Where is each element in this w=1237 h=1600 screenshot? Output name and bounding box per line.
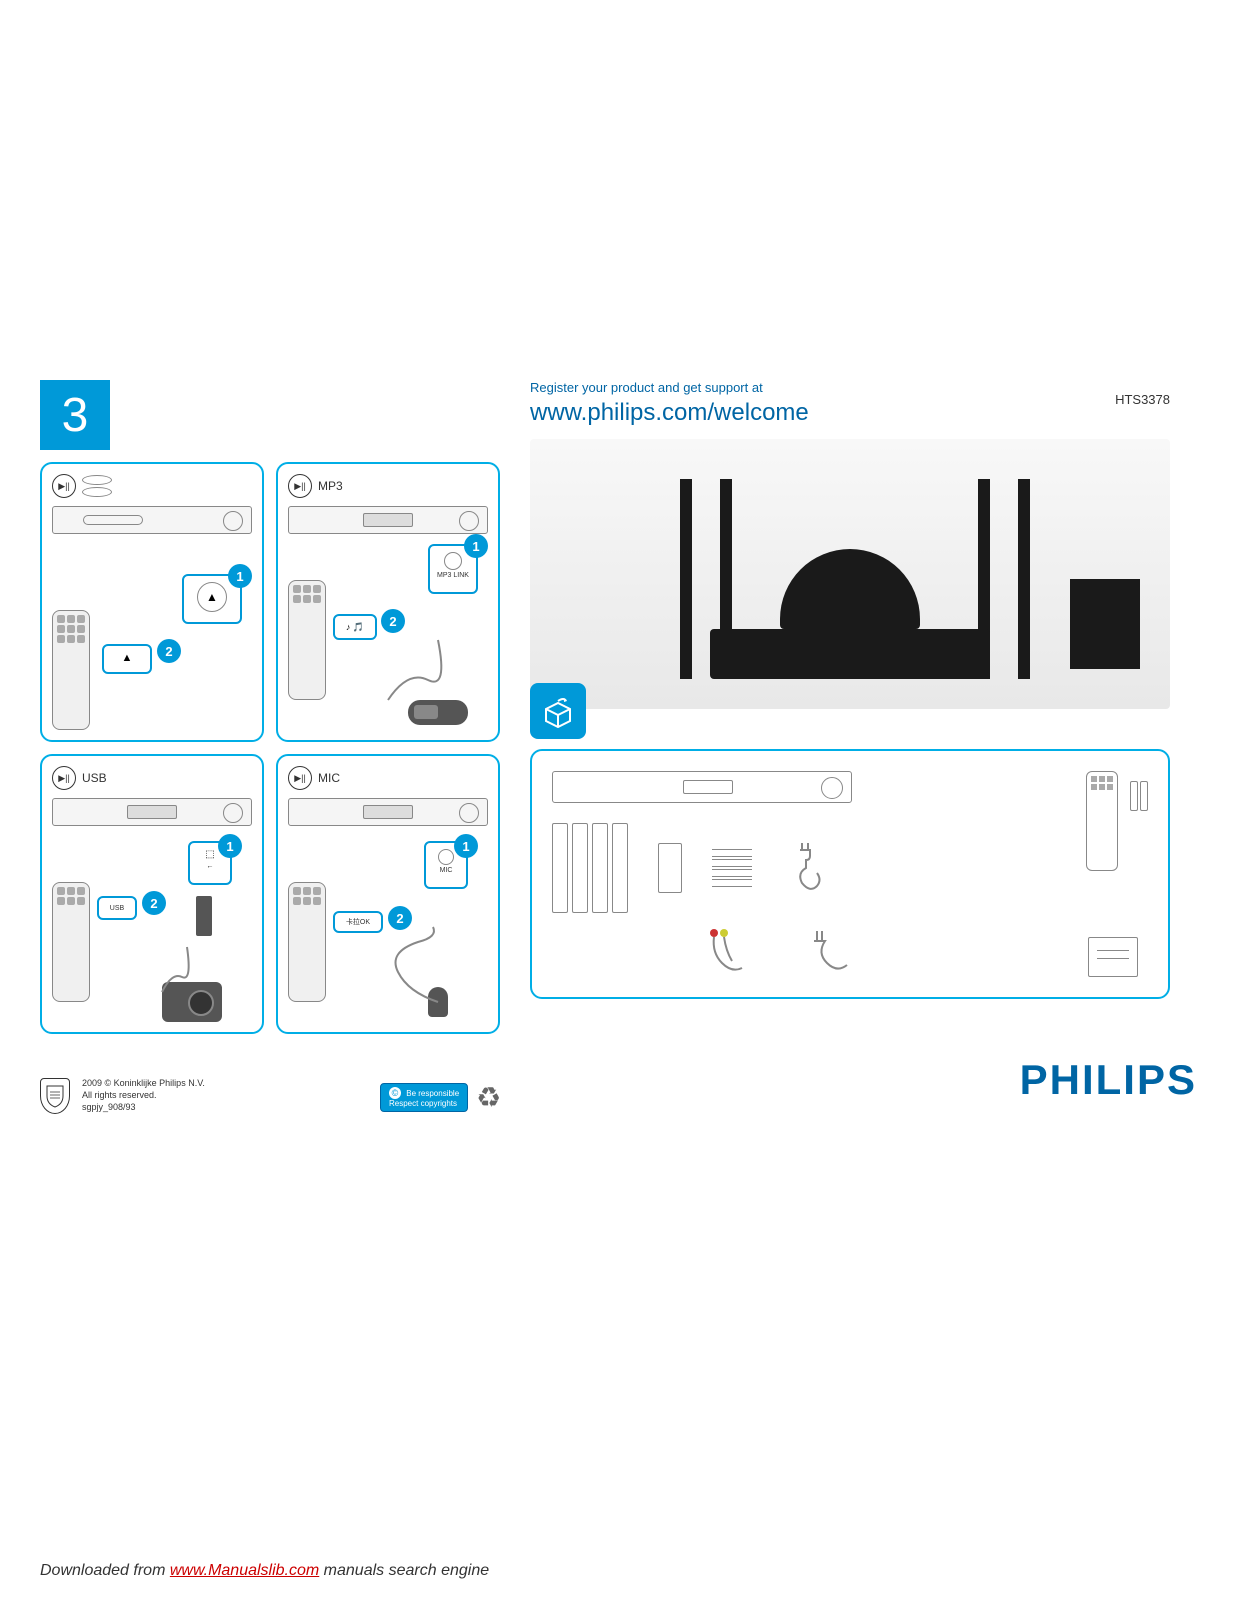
copyright-text: 2009 © Koninklijke Philips N.V. All righ… — [82, 1078, 205, 1113]
copyright-line2: All rights reserved. — [82, 1090, 205, 1102]
callout-mic-text: MIC — [432, 867, 460, 874]
batteries-outline — [1130, 781, 1148, 811]
speaker-tower-icon — [1018, 479, 1030, 679]
center-speaker-icon — [780, 549, 920, 629]
panel-mic: ▶|| MIC MIC 1 — [276, 754, 500, 1034]
box-contents-panel — [530, 749, 1170, 999]
page-content: 3 ▶|| ▲ — [40, 380, 1197, 1034]
speaker-bars-outline — [552, 823, 628, 913]
play-pause-icon: ▶|| — [52, 766, 76, 790]
step-number-box: 3 — [40, 380, 110, 450]
usb-stick-icon — [196, 896, 212, 936]
cable-icon — [378, 630, 458, 710]
right-column: HTS3378 Register your product and get su… — [530, 380, 1170, 1034]
callout-usb-btn-text: USB — [110, 905, 124, 912]
header-text: HTS3378 Register your product and get su… — [530, 380, 1170, 427]
copyright-line1: 2009 © Koninklijke Philips N.V. — [82, 1078, 205, 1090]
download-footer: Downloaded from www.Manualslib.com manua… — [40, 1562, 489, 1580]
main-player-icon — [710, 629, 990, 679]
panel-usb: ▶|| USB ⬚← 1 — [40, 754, 264, 1034]
recycle-icon: ♻ — [476, 1081, 501, 1114]
step-bubble-1: 1 — [454, 834, 478, 858]
disc-icon — [82, 487, 112, 497]
footer-left: 2009 © Koninklijke Philips N.V. All righ… — [40, 1078, 205, 1114]
panel-label-mp3: MP3 — [318, 479, 343, 493]
product-photo — [530, 439, 1170, 709]
remote-control — [52, 882, 90, 1002]
register-text: Register your product and get support at — [530, 380, 1170, 395]
screws-outline — [712, 847, 752, 889]
download-suffix: manuals search engine — [319, 1562, 489, 1579]
welcome-url: www.philips.com/welcome — [530, 399, 1170, 427]
player-device — [288, 798, 488, 826]
panel-label-mic: MIC — [318, 771, 340, 785]
main-layout: 3 ▶|| ▲ — [40, 380, 1197, 1034]
player-device — [52, 506, 252, 534]
remote-outline — [1086, 771, 1118, 871]
responsible-badge: © Be responsible Respect copyrights — [380, 1083, 468, 1113]
copyright-line3: sgpjy_908/93 — [82, 1102, 205, 1114]
step-bubble-2: 2 — [142, 891, 166, 915]
step-bubble-1: 1 — [228, 564, 252, 588]
remote-control — [288, 882, 326, 1002]
callout-karaoke-text: 卡拉OK — [346, 917, 370, 927]
callout-remote-karaoke: 卡拉OK — [333, 911, 383, 933]
remote-control — [52, 610, 90, 730]
box-contents-icon — [530, 683, 586, 739]
step-number-text: 3 — [62, 388, 89, 443]
step-bubble-1: 1 — [464, 534, 488, 558]
mic-cable-icon — [378, 922, 458, 1012]
rca-cable-outline — [702, 923, 762, 983]
philips-shield-icon — [40, 1078, 70, 1114]
small-speaker-outline — [658, 843, 682, 893]
subwoofer-icon — [1070, 579, 1140, 669]
manual-outline — [1088, 937, 1138, 977]
play-pause-icon: ▶|| — [52, 474, 76, 498]
usb-cable-icon — [152, 942, 202, 1002]
av-cable-outline — [802, 923, 862, 983]
step-bubble-2: 2 — [157, 639, 181, 663]
left-column: 3 ▶|| ▲ — [40, 380, 500, 1034]
manualslib-link[interactable]: www.Manualslib.com — [170, 1562, 319, 1579]
callout-mp3-link-text: MP3 LINK — [436, 572, 470, 579]
instruction-panels: ▶|| ▲ 1 — [40, 462, 500, 1034]
model-number: HTS3378 — [1115, 392, 1170, 407]
player-device — [52, 798, 252, 826]
speaker-tower-icon — [680, 479, 692, 679]
step-bubble-1: 1 — [218, 834, 242, 858]
responsible-line2: Respect copyrights — [389, 1099, 457, 1108]
panel-mp3: ▶|| MP3 MP3 LINK 1 — [276, 462, 500, 742]
play-pause-icon: ▶|| — [288, 474, 312, 498]
power-cable-outline — [782, 838, 842, 898]
panel-label-usb: USB — [82, 771, 107, 785]
callout-remote-eject: ▲ — [102, 644, 152, 674]
callout-remote-audio: ♪ 🎵 — [333, 614, 377, 640]
player-device — [288, 506, 488, 534]
callout-remote-usb: USB — [97, 896, 137, 920]
play-pause-icon: ▶|| — [288, 766, 312, 790]
panel-disc: ▶|| ▲ 1 — [40, 462, 264, 742]
disc-icon — [82, 475, 112, 485]
philips-logo: PHILIPS — [1020, 1056, 1197, 1104]
responsible-badge-group: © Be responsible Respect copyrights ♻ — [380, 1081, 501, 1114]
remote-control — [288, 580, 326, 700]
responsible-line1: Be responsible — [406, 1089, 459, 1098]
download-prefix: Downloaded from — [40, 1562, 170, 1579]
player-outline — [552, 771, 852, 803]
